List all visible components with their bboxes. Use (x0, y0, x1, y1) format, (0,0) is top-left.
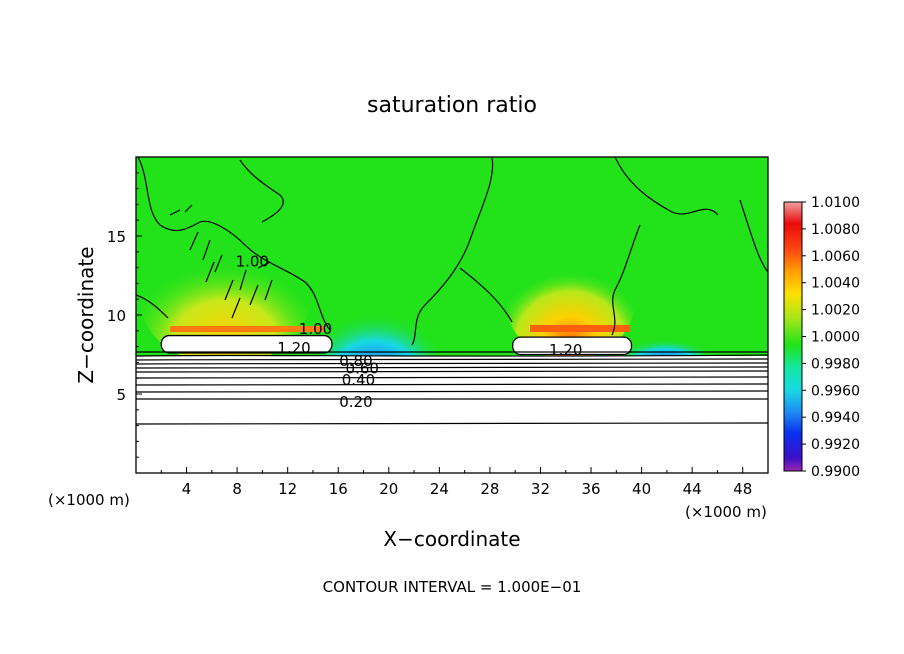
x-tick-label: 36 (581, 480, 600, 498)
contour-line (411, 157, 494, 346)
contour-line (136, 358, 768, 361)
orange-band-left (170, 326, 325, 332)
orange-band-right (530, 325, 630, 332)
plot-area: 1.20 1.201.001.000.800.600.400.20 (136, 157, 768, 473)
colorbar-tick-label: 1.0060 (811, 249, 860, 265)
lower-field (136, 356, 768, 473)
x-tick-label: 4 (182, 480, 192, 498)
contour-line (614, 157, 719, 216)
colorbar-tick-label: 0.9960 (811, 383, 860, 399)
y-tick-label: 10 (107, 307, 126, 325)
contour-line (739, 199, 768, 273)
y-axis-label: Z−coordinate (74, 246, 98, 383)
x-tick-label: 40 (632, 480, 651, 498)
colorbar-tick-label: 1.0020 (811, 303, 860, 319)
cloud-region (512, 336, 633, 356)
x-unit-right: (×1000 m) (685, 503, 767, 521)
contour-label: 1.20 (549, 341, 582, 359)
contour-line (136, 294, 169, 319)
contour-label: 1.00 (299, 320, 332, 338)
contour-line (136, 390, 768, 393)
y-tick-label: 15 (107, 228, 126, 246)
x-tick-label: 16 (329, 480, 348, 498)
x-axis: 4 8 12 16 20 24 28 32 36 40 44 48 (160, 467, 752, 498)
contour-line (136, 422, 768, 425)
colorbar-tick-label: 0.9900 (811, 464, 860, 480)
contour-line (136, 383, 768, 386)
x-tick-label: 20 (379, 480, 398, 498)
x-tick-label: 48 (733, 480, 752, 498)
contour-line (136, 366, 768, 369)
colorbar-tick-label: 1.0100 (811, 195, 860, 211)
contour-line (189, 231, 259, 319)
contour-label: 1.00 (236, 252, 269, 270)
contour-line (169, 204, 273, 301)
contour-line (459, 267, 513, 323)
colorbar-tick-label: 0.9920 (811, 437, 860, 453)
x-tick-label: 24 (430, 480, 449, 498)
colorbar-tick-label: 0.9940 (811, 410, 860, 426)
contour-line (611, 224, 641, 336)
colorbar-tick-label: 1.0040 (811, 276, 860, 292)
cloud-regions (160, 334, 633, 356)
contour-line (136, 354, 768, 357)
contour-label: 1.20 (277, 339, 310, 357)
contour-label: 0.80 (339, 352, 372, 370)
chart-title: saturation ratio (367, 93, 537, 118)
x-unit-left: (×1000 m) (48, 491, 130, 509)
colorbar-tick-label: 0.9980 (811, 356, 860, 372)
x-tick-label: 28 (480, 480, 499, 498)
contour-line (239, 159, 284, 223)
contour-line (136, 362, 768, 365)
contour-label: 0.20 (339, 393, 372, 411)
colorbar-tick-label: 1.0080 (811, 222, 860, 238)
x-axis-label: X−coordinate (383, 527, 520, 551)
colorbar-gradient (783, 201, 803, 472)
x-tick-label: 32 (531, 480, 550, 498)
contour-label: 0.40 (342, 371, 375, 389)
contour-labels: 1.20 1.201.001.000.800.600.400.20 (236, 252, 583, 411)
contour-line (136, 370, 768, 373)
contour-line (136, 376, 768, 379)
contour-line (137, 157, 331, 331)
colorbar-tick-label: 1.0000 (811, 330, 860, 346)
contour-lines (136, 157, 768, 425)
y-axis: 5 10 15 (107, 172, 142, 458)
cloud-region (160, 334, 333, 354)
colorbar-ticks: 1.0100 1.0080 1.0060 1.0040 1.0020 1.0000 0.99… (802, 195, 860, 480)
x-tick-label: 8 (232, 480, 242, 498)
x-tick-label: 44 (683, 480, 702, 498)
contour-interval-note: CONTOUR INTERVAL = 1.000E−01 (323, 578, 582, 596)
y-tick-label: 5 (116, 386, 126, 404)
x-tick-label: 12 (278, 480, 297, 498)
colorbar: 1.0100 1.0080 1.0060 1.0040 1.0020 1.0000 0.99… (783, 195, 860, 480)
contour-label: 0.60 (346, 360, 379, 378)
